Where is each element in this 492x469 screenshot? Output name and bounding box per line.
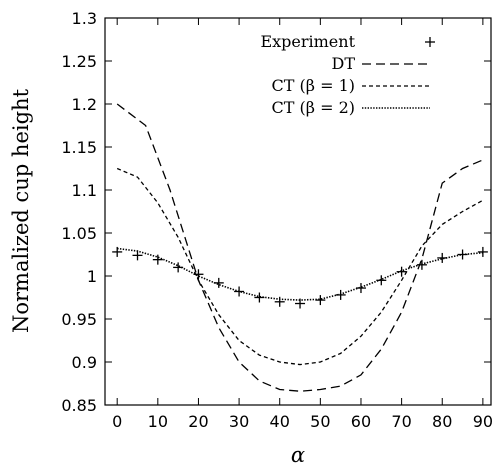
legend-marker-experiment <box>425 37 435 47</box>
experiment-point <box>437 252 448 263</box>
experiment-point <box>315 295 326 306</box>
y-tick-label: 1.15 <box>61 138 97 157</box>
y-tick-label: 0.9 <box>72 353 97 372</box>
y-tick-label: 0.85 <box>61 396 97 415</box>
plot-frame <box>104 17 492 406</box>
legend-label-ct-2: CT (β = 2) <box>272 98 356 117</box>
y-tick-label: 1.05 <box>61 224 97 243</box>
experiment-point <box>152 254 163 265</box>
ticks: 0 10 20 30 40 50 60 70 80 90 0.85 0.9 0.95 1 1.05 1.1 1.… <box>61 9 492 431</box>
x-axis-title: α <box>291 443 305 467</box>
experiment-point <box>416 259 427 270</box>
y-tick-label: 0.95 <box>61 310 97 329</box>
x-tick-label: 30 <box>229 412 249 431</box>
x-tick-label: 80 <box>432 412 452 431</box>
y-axis-title: Normalized cup height <box>9 88 33 333</box>
y-tick-label: 1.3 <box>72 9 97 28</box>
legend: Experiment DT CT (β = 1) CT (β = 2) <box>260 32 435 117</box>
y-tick-label: 1 <box>87 267 97 286</box>
x-tick-label: 0 <box>112 412 122 431</box>
legend-label-dt: DT <box>332 54 356 73</box>
y-tick-label: 1.25 <box>61 52 97 71</box>
series-layer <box>112 103 488 392</box>
legend-label-experiment: Experiment <box>260 32 355 51</box>
experiment-point <box>355 283 366 294</box>
x-tick-label: 20 <box>188 412 208 431</box>
x-tick-label: 50 <box>310 412 330 431</box>
x-tick-label: 10 <box>148 412 168 431</box>
legend-label-ct-1: CT (β = 1) <box>272 76 356 95</box>
y-tick-label: 1.1 <box>72 181 97 200</box>
experiment-point <box>477 246 488 257</box>
x-tick-label: 60 <box>351 412 371 431</box>
experiment-point <box>335 289 346 300</box>
x-tick-label: 90 <box>473 412 492 431</box>
experiment-point <box>274 296 285 307</box>
y-tick-label: 1.2 <box>72 95 97 114</box>
series-line-ct-1 <box>116 167 484 366</box>
series-line-ct-2 <box>117 247 483 301</box>
x-tick-label: 70 <box>391 412 411 431</box>
experiment-point <box>132 250 143 261</box>
series-line-dt <box>116 103 484 392</box>
x-tick-label: 40 <box>270 412 290 431</box>
